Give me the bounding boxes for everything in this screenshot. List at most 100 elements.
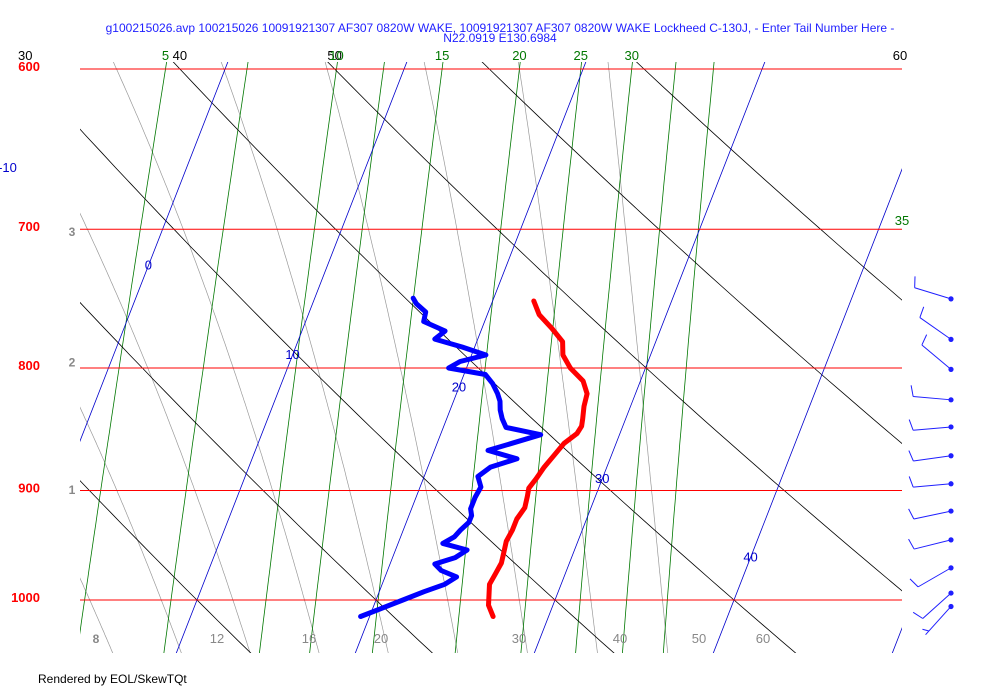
isotherm-line <box>354 62 587 653</box>
moist-adiabat-label: 40 <box>613 631 627 646</box>
wind-barb-staff <box>913 483 952 488</box>
isotherm-label: 30 <box>595 471 609 486</box>
pressure-tick-label: 700 <box>18 219 40 234</box>
mixing-ratio-line <box>309 62 385 653</box>
wind-barb-staff <box>919 317 952 340</box>
profiles <box>358 295 590 619</box>
mixing-ratio-label: 5 <box>162 48 169 63</box>
wind-barb <box>914 276 954 302</box>
wind-barb-feather <box>921 334 928 346</box>
altitude-label: 3 <box>69 225 76 239</box>
wind-barb-staff <box>913 510 952 520</box>
dry-adiabat-line <box>327 62 902 592</box>
chart-title-line2: N22.0919 E130.6984 <box>443 31 557 45</box>
altitude-label: 2 <box>69 356 76 370</box>
isotherm-label: 40 <box>743 550 757 565</box>
wind-barb-feather <box>919 306 925 318</box>
wind-barb <box>908 419 954 431</box>
wind-barb-feather <box>909 578 919 588</box>
dewpoint-profile <box>358 295 544 619</box>
isotherm-line <box>80 62 229 443</box>
wind-barb <box>910 385 954 403</box>
wind-barb-staff <box>913 426 952 431</box>
wind-barb <box>908 476 954 488</box>
moist-adiabat-line <box>80 577 114 653</box>
wind-barbs <box>908 276 954 636</box>
pressure-tick-label: 800 <box>18 358 40 373</box>
moist-adiabat-label: 12 <box>210 631 224 646</box>
mixing-ratio-lines <box>0 0 715 661</box>
mixing-ratio-label: 30 <box>624 48 638 63</box>
pressure-tick-label: 900 <box>18 480 40 495</box>
wind-barb-feather <box>908 508 915 520</box>
mixing-ratio-label: 25 <box>574 48 588 63</box>
moist-adiabat-label: 16 <box>302 631 316 646</box>
wind-barb-staff <box>913 396 952 401</box>
dry-adiabat-label: 60 <box>893 48 907 63</box>
dry-adiabat-line <box>80 480 252 653</box>
mixing-ratio-line <box>622 62 677 653</box>
chart-labels: 600700800900100012358-20-100102030401020… <box>0 48 909 646</box>
wind-barb-feather <box>910 385 914 397</box>
temperature-profile <box>486 298 590 619</box>
mixing-ratio-line <box>0 0 59 661</box>
isotherm-label: -10 <box>0 160 17 175</box>
mixing-ratio-line <box>454 62 521 653</box>
dry-adiabat-label: 30 <box>18 48 32 63</box>
wind-barb <box>912 590 954 619</box>
chart-title-line1: g100215026.avp 100215026 10091921307 AF3… <box>106 21 895 35</box>
moist-adiabat-line <box>423 62 528 653</box>
mixing-ratio-label: 20 <box>512 48 526 63</box>
wind-barb-staff <box>914 287 952 300</box>
isotherm-label: 0 <box>145 258 152 273</box>
wind-barb-feather <box>908 450 914 462</box>
wind-barb-feather <box>908 419 914 431</box>
isobars <box>80 68 902 601</box>
wind-barb-staff <box>922 592 952 619</box>
wind-barb <box>908 537 954 550</box>
wind-barb <box>919 306 954 342</box>
mixing-ratio-label: 10 <box>329 48 343 63</box>
isotherm-line <box>533 62 766 653</box>
mixing-ratio-line <box>259 62 338 653</box>
wind-barb-staff <box>913 455 952 462</box>
altitude-label: 1 <box>69 483 76 497</box>
isotherms <box>0 0 902 680</box>
pressure-tick-label: 600 <box>18 59 40 74</box>
dry-adiabat-line <box>172 62 797 653</box>
moist-adiabat-label: 30 <box>512 631 526 646</box>
wind-barb-feather <box>908 476 914 488</box>
dry-adiabat-line <box>80 301 433 653</box>
isotherm-label: 20 <box>452 379 466 394</box>
mixing-ratio-line <box>662 62 715 653</box>
wind-barb <box>908 450 954 462</box>
wind-barb <box>909 565 954 588</box>
isotherm-label: 10 <box>285 347 299 362</box>
dry-adiabat-line <box>635 62 902 301</box>
mixing-ratio-line <box>371 62 444 653</box>
plot-area <box>0 0 902 680</box>
moist-adiabat-line <box>80 406 182 653</box>
altitude-label: 8 <box>93 632 100 646</box>
wind-barb-feather <box>922 628 930 632</box>
wind-barb-staff <box>917 567 952 588</box>
moist-adiabat-line <box>607 62 669 653</box>
moist-adiabat-line <box>113 62 320 653</box>
mixing-ratio-line <box>575 62 633 653</box>
moist-adiabat-line <box>80 212 251 653</box>
dry-adiabat-line <box>80 128 615 653</box>
moist-adiabat-label: 50 <box>692 631 706 646</box>
isotherm-line <box>712 168 902 653</box>
isotherm-line <box>0 0 89 680</box>
render-credit: Rendered by EOL/SkewTQt <box>38 672 187 686</box>
mixing-ratio-line <box>80 62 168 635</box>
wind-barb <box>908 508 954 520</box>
mixing-ratio-label: 15 <box>435 48 449 63</box>
isotherm-line <box>891 627 902 653</box>
mixing-ratio-line <box>163 62 249 653</box>
moist-adiabats <box>80 62 669 653</box>
mixing-ratio-label: 35 <box>895 213 909 228</box>
dry-adiabat-label: 50 <box>327 48 341 63</box>
wind-barb-feather <box>912 611 924 619</box>
